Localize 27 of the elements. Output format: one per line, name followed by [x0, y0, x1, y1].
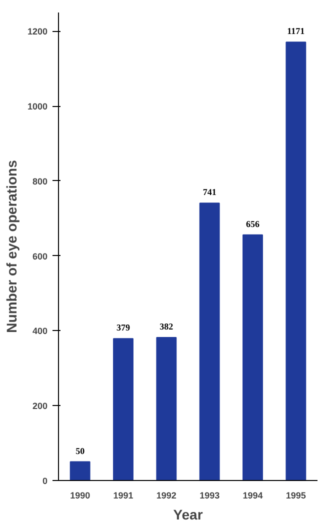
y-tick-label: 0	[42, 476, 48, 486]
data-label: 50	[76, 446, 86, 456]
y-tick-label: 1200	[27, 26, 48, 37]
bar	[286, 42, 306, 480]
data-label: 379	[116, 322, 130, 333]
y-tick-label: 1000	[27, 102, 48, 112]
x-tick-label: 1995	[286, 490, 306, 500]
x-axis-title: Year	[173, 506, 204, 522]
data-label: 656	[246, 218, 260, 229]
x-tick-label: 1990	[70, 490, 90, 500]
bar	[113, 338, 134, 480]
bar	[156, 336, 177, 480]
bar	[242, 234, 263, 480]
y-tick-label: 600	[32, 251, 48, 262]
data-label: 741	[202, 187, 217, 198]
data-label: 1171	[287, 26, 306, 36]
y-tick-label: 800	[32, 176, 48, 186]
data-label: 382	[160, 321, 174, 332]
y-axis-title: Number of eye operations	[3, 160, 20, 333]
x-tick-label: 1993	[200, 490, 220, 500]
y-tick-label: 200	[32, 401, 48, 412]
x-tick-label: 1991	[113, 490, 134, 500]
bar	[199, 202, 220, 480]
x-tick-label: 1994	[242, 490, 263, 500]
y-tick-label: 400	[32, 326, 48, 336]
bar	[70, 461, 90, 480]
x-tick-label: 1992	[156, 490, 176, 500]
